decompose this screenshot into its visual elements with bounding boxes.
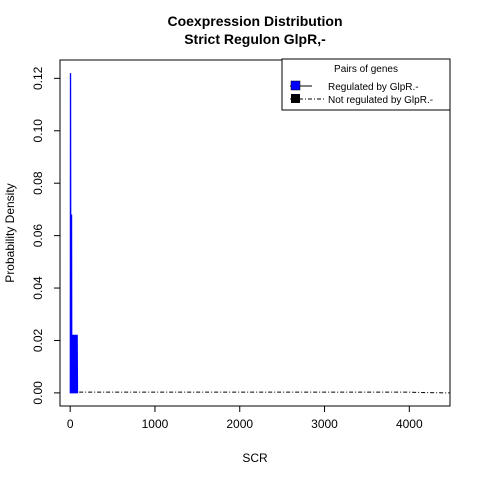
y-tick-label: 0.08 [31,171,45,195]
plot-frame [59,59,451,407]
series-area-regulated [69,73,79,394]
legend: Pairs of genes Regulated by GlpR.- Not r… [281,58,451,111]
legend-title: Pairs of genes [334,64,398,75]
x-tick-label: 0 [67,417,74,431]
y-tick-label: 0.02 [31,328,45,352]
legend-entry-regulated: Regulated by GlpR.- [328,82,419,93]
chart-subtitle: Strict Regulon GlpR,- [184,31,326,47]
series-line-not-regulated [70,391,451,394]
y-axis-label: Probability Density [3,183,17,282]
y-tick-label: 0.12 [31,66,45,90]
legend-swatch-regulated [290,80,301,91]
y-axis: 0.00 0.02 0.04 0.06 0.08 0.10 0.12 [31,66,61,405]
chart-title: Coexpression Distribution [167,13,342,29]
legend-box [281,58,451,111]
y-tick-label: 0.00 [31,381,45,405]
x-tick-label: 2000 [226,417,253,431]
y-tick-label: 0.04 [31,276,45,300]
legend-entry-not-regulated: Not regulated by GlpR.- [328,95,433,106]
plot-layer [69,73,451,394]
x-tick-label: 1000 [142,417,169,431]
x-axis-label: SCR [242,451,268,465]
x-axis: 0 1000 2000 3000 4000 [67,405,423,431]
legend-swatch-not-regulated [291,94,300,103]
x-tick-label: 3000 [311,417,338,431]
x-tick-label: 4000 [396,417,423,431]
y-tick-label: 0.06 [31,224,45,248]
y-tick-label: 0.10 [31,119,45,143]
